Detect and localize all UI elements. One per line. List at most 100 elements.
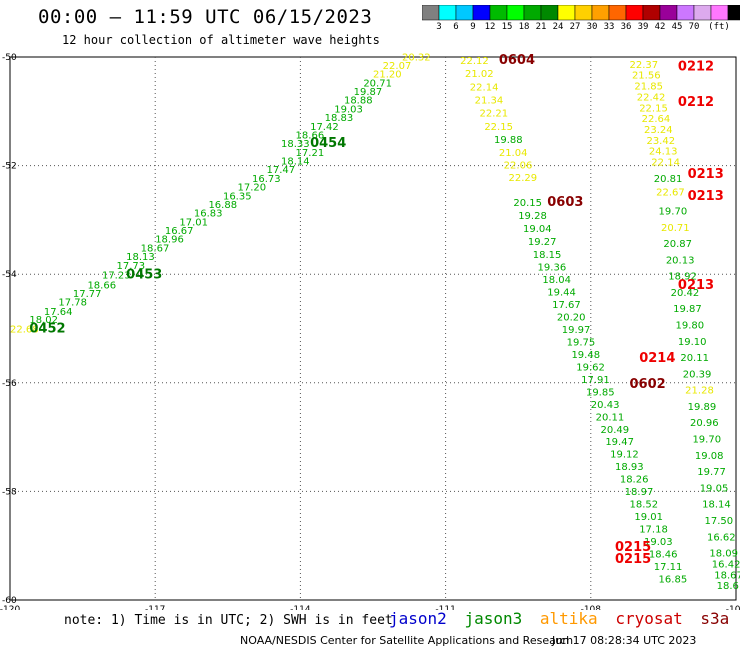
latitude-label: -56 [2,379,17,389]
wave-height-value: 20.11 [596,412,625,423]
wave-height-value: 18.14 [281,157,310,168]
wave-height-value: 17.91 [581,375,610,386]
wave-height-value: 17.42 [310,122,339,133]
wave-height-value: 18.46 [649,550,678,561]
wave-height-value: 21.85 [634,82,663,93]
pass-time-layer: 0452 0453 0454 0604 0603 0602 0212 0212 0213 0213… [29,53,723,567]
pass-time-label: 0212 [678,95,714,110]
pass-time-label: 0453 [126,268,162,283]
wave-height-value: 18.83 [325,113,354,124]
wave-height-value: 18.33 [281,139,310,150]
wave-height-value: 18.14 [702,500,731,511]
wave-height-value: 20.32 [402,52,431,63]
wave-height-value: 22.29 [509,173,538,184]
wave-height-value: 21.28 [685,386,714,397]
wave-height-value: 18.96 [155,235,184,246]
wave-height-value: 17.47 [267,165,296,176]
legend-cryosat: cryosat [615,609,683,628]
wave-height-value: 19.70 [692,435,721,446]
pass-time-label: 0215 [615,552,651,567]
wave-height-value: 19.47 [605,437,634,448]
wave-height-value: 18.26 [620,475,649,486]
legend-jason3: jason3 [464,609,523,628]
footer-note: note: 1) Time is in UTC; 2) SWH is in fe… [64,613,393,628]
wave-height-value: 18.92 [668,272,697,283]
wave-height-value: 16.73 [252,174,281,185]
wave-height-value: 20.13 [666,255,695,266]
wave-height-value: 17.20 [237,183,266,194]
wave-height-value: 19.87 [673,304,702,315]
wave-height-value: 19.04 [523,224,552,235]
longitude-label: -111 [435,605,455,610]
color-scale-label: 15 [501,22,513,32]
wave-height-value: 18.6 [717,581,739,592]
wave-height-value: 19.28 [518,211,547,222]
map-axis-labels: -120 -117 -114 -111 -108 -105 -50 -52 -54 -56 -58 -… [0,53,740,610]
wave-height-value: 19.70 [659,206,688,217]
page-title: 00:00 — 11:59 UTC 06/15/2023 [38,6,373,28]
wave-height-value: 19.75 [567,337,596,348]
pass-time-label: 0603 [547,195,583,210]
wave-height-value: 22.14 [470,83,499,94]
longitude-label: -117 [145,605,165,610]
wave-height-value: 18.52 [630,500,659,511]
color-scale-label: 45 [671,22,683,32]
latitude-label: -52 [2,162,17,172]
wave-height-value: 22.21 [479,109,508,120]
wave-height-value: 18.88 [344,96,373,107]
wave-height-value: 17.23 [102,271,131,282]
map-frame [9,56,737,601]
wave-height-value: 19.12 [610,450,639,461]
wave-height-value: 17.73 [116,261,145,272]
wave-height-value: 23.42 [646,136,675,147]
wave-height-value: 19.80 [676,321,705,332]
wave-height-value: 21.20 [373,70,402,81]
longitude-label: -105 [726,605,740,610]
wave-height-value: 20.39 [683,369,712,380]
wave-height-value: 22.15 [639,103,668,114]
wave-height-value: 22.67 [656,187,685,198]
wave-height-value: 17.21 [296,148,325,159]
wave-height-value: 18.02 [29,315,58,326]
wave-height-value: 24.13 [649,147,678,158]
color-scale-label: 21 [535,22,547,32]
wave-height-value: 17.67 [552,300,581,311]
color-scale-label: (ft) [708,22,730,32]
pass-time-label: 0454 [310,136,346,151]
wave-height-value: 21.04 [499,148,528,159]
longitude-label: -114 [290,605,311,610]
wave-height-value: 16.85 [659,575,688,586]
pass-time-label: 0215 [615,540,651,555]
color-scale-label: 6 [453,22,459,32]
wave-height-value: 19.48 [571,350,600,361]
color-scale-labels: 3 6 9 12 15 18 21 24 27 30 33 36 39 42 45 70 (ft) [422,22,740,34]
observation-layer: 22.6818.0217.6417.7817.7718.6617.2317.73… [10,52,740,592]
color-scale-label: 18 [518,22,530,32]
color-scale-label: 27 [569,22,581,32]
latitude-label: -60 [2,596,17,606]
wave-height-value: 18.15 [533,250,562,261]
wave-height-value: 18.67 [141,243,170,254]
wave-height-value: 22.15 [484,122,513,133]
wave-height-value: 19.85 [586,387,615,398]
wave-height-value: 19.10 [678,337,707,348]
wave-height-value: 23.24 [644,125,673,136]
wave-height-value: 19.01 [634,512,663,523]
wave-height-value: 20.87 [663,239,692,250]
wave-height-value: 22.07 [383,61,412,72]
longitude-label: -120 [0,605,20,610]
wave-height-value: 21.34 [475,96,504,107]
longitude-label: -108 [581,605,602,610]
color-scale-label: 3 [436,22,442,32]
legend-jason2: jason2 [389,609,447,628]
latitude-label: -54 [2,270,17,280]
pass-time-label: 0212 [678,60,714,75]
color-scale-label: 36 [620,22,632,32]
wave-height-value: 19.89 [688,402,717,413]
legend-s3a: s3a [700,609,730,628]
wave-height-value: 22.12 [460,56,489,67]
wave-height-value: 21.02 [465,69,494,80]
wave-height-value: 20.71 [363,78,392,89]
wave-height-value: 18.67 [714,570,740,581]
wave-height-value: 21.56 [632,71,661,82]
